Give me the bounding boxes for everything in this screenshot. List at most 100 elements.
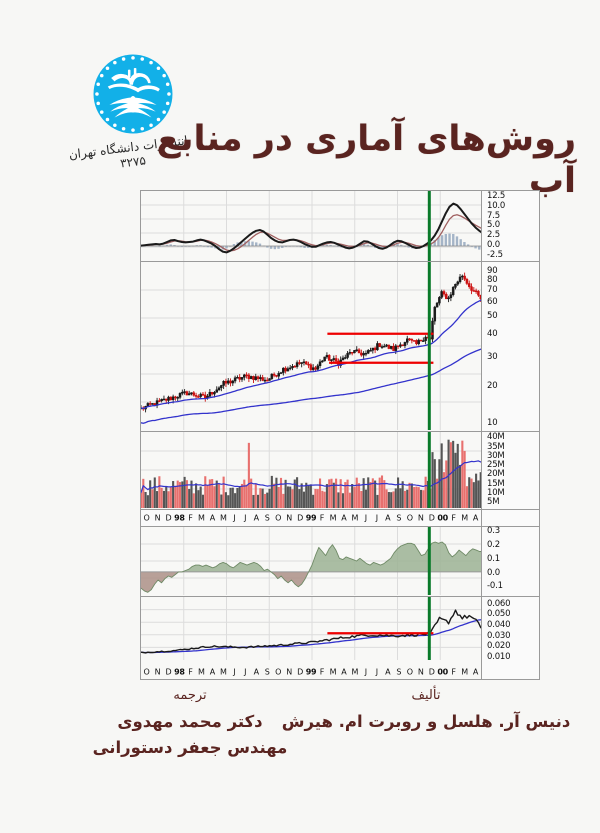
translator-column: ترجمه دکتر محمد مهدوی مهندس جعفر دستوران… xyxy=(60,688,320,760)
date-tick-label: N xyxy=(417,513,424,523)
volume-tick: 40M xyxy=(487,432,505,443)
date-tick-label: A xyxy=(385,513,391,523)
date-tick-label: 00 xyxy=(437,667,448,677)
chart-panel-volume: 40M 35M 30M 25M 20M 15M 10M 5M xyxy=(140,432,540,510)
date-tick-label: F xyxy=(451,513,456,523)
date-tick-label: D xyxy=(428,513,435,523)
ratio-tick: -0.1 xyxy=(487,581,503,592)
date-tick-label: 99 xyxy=(305,667,317,677)
date-tick-label: D xyxy=(297,667,303,677)
date-tick-label: J xyxy=(244,667,247,677)
date-tick-label: S xyxy=(396,667,402,677)
ratio-tick: 0.3 xyxy=(487,526,500,537)
price-tick: 50 xyxy=(487,311,498,322)
date-tick-label: J xyxy=(364,513,367,523)
date-tick-label: 99 xyxy=(305,513,317,523)
macd-tick: 12.5 xyxy=(487,190,506,201)
date-tick-label: F xyxy=(319,667,325,677)
date-tick-label: F xyxy=(188,513,193,523)
volume-tick: 30M xyxy=(487,450,505,461)
date-tick-label: A xyxy=(209,667,215,677)
date-tick-label: M xyxy=(351,513,359,523)
price-tick: 90 xyxy=(487,265,498,276)
price-plot xyxy=(141,262,481,431)
date-axis-spacer xyxy=(481,510,539,526)
translator-name-2: مهندس جعفر دستورانی xyxy=(92,737,288,757)
publisher-logo-block: انتشارات دانشگاه تهران ۳۲۷۵ xyxy=(68,52,188,171)
date-tick-label: J xyxy=(233,513,236,523)
price-tick: 20 xyxy=(487,381,498,392)
date-tick-label: A xyxy=(341,667,347,677)
volume-tick: 20M xyxy=(487,469,505,480)
date-tick-label: A xyxy=(209,513,215,523)
date-label-strip-bottom: O N D 98 F M A M J J A S O N D 99 F M A M J J A S O N D 00 F M A xyxy=(141,665,481,679)
book-title: روش‌های آماری در منابع آب xyxy=(156,119,576,201)
date-tick-label: J xyxy=(233,667,236,677)
volume-tick: 5M xyxy=(487,497,500,508)
price-tick: 70 xyxy=(487,284,498,295)
price-y-axis: 90 80 70 60 50 40 30 20 10 xyxy=(481,262,539,431)
date-tick-label: N xyxy=(417,667,424,677)
date-tick-label: F xyxy=(451,667,456,677)
date-tick-label: F xyxy=(319,513,325,523)
date-tick-label: O xyxy=(143,667,150,677)
date-tick-label: S xyxy=(396,513,402,523)
date-tick-label: A xyxy=(472,667,479,677)
chart-panel-ratio: 0.3 0.2 0.1 0.0 -0.1 xyxy=(140,526,540,597)
translator-name-1: دکتر محمد مهدوی xyxy=(117,712,263,731)
chart-panel-price: 90 80 70 60 50 40 30 20 10 xyxy=(140,262,540,432)
date-tick-label: J xyxy=(244,513,247,523)
cover-chart: 12.5 10.0 7.5 5.0 2.5 0.0 -2.5 90 80 70 … xyxy=(140,190,540,680)
date-tick-label: M xyxy=(329,667,337,677)
volume-tick: 25M xyxy=(487,460,505,471)
macd-tick: 10.0 xyxy=(487,200,506,211)
date-tick-label: O xyxy=(406,513,413,523)
date-tick-label: A xyxy=(385,667,391,677)
date-tick-label: M xyxy=(461,513,468,523)
translation-lead-label: ترجمه xyxy=(173,688,207,703)
date-tick-label: S xyxy=(264,667,270,677)
date-tick-label: M xyxy=(351,667,359,677)
volume-svg xyxy=(141,432,481,508)
macd-svg xyxy=(141,191,481,261)
date-tick-label: N xyxy=(286,513,292,523)
date-tick-label: M xyxy=(461,667,468,677)
date-tick-label: J xyxy=(375,667,378,677)
volume-plot xyxy=(141,432,481,509)
date-tick-label: M xyxy=(329,513,337,523)
date-tick-label: M xyxy=(219,667,227,677)
macd-plot xyxy=(141,191,481,261)
macd-tick: 0.0 xyxy=(487,239,500,250)
date-tick-label: A xyxy=(253,513,259,523)
chart-date-axis: O N D 98 F M A M J J A S O N D 99 F M A M J J A S O N D 00 F M A xyxy=(140,510,540,527)
macd-tick: 5.0 xyxy=(487,220,500,231)
date-tick-label: J xyxy=(364,667,367,677)
date-tick-label: N xyxy=(154,513,161,523)
date-tick-label: M xyxy=(219,513,227,523)
credits-block: تألیف دنیس آر. هلسل و روبرت ام. هیرش ترج… xyxy=(0,688,600,788)
rs-tick: 0.050 xyxy=(487,609,511,620)
date-tick-label: A xyxy=(341,513,347,523)
date-tick-label: D xyxy=(165,513,172,523)
macd-tick: 7.5 xyxy=(487,210,500,221)
volume-tick: 10M xyxy=(487,487,505,498)
date-tick-label: O xyxy=(143,513,150,523)
price-tick: 10 xyxy=(487,417,498,428)
ratio-y-axis: 0.3 0.2 0.1 0.0 -0.1 xyxy=(481,526,539,596)
relative-strength-svg xyxy=(141,597,481,660)
date-tick-label: O xyxy=(275,667,282,677)
rs-tick: 0.030 xyxy=(487,630,511,641)
volume-tick: 15M xyxy=(487,478,505,489)
date-tick-label: F xyxy=(188,667,193,677)
macd-tick: -2.5 xyxy=(487,249,503,260)
price-tick: 80 xyxy=(487,274,498,285)
price-tick: 40 xyxy=(487,328,498,339)
relative-strength-plot xyxy=(141,597,481,679)
date-tick-label: 00 xyxy=(437,513,448,523)
rs-tick: 0.010 xyxy=(487,651,511,662)
date-tick-label: J xyxy=(375,513,378,523)
date-tick-label: D xyxy=(165,667,172,677)
date-tick-label: N xyxy=(286,667,292,677)
